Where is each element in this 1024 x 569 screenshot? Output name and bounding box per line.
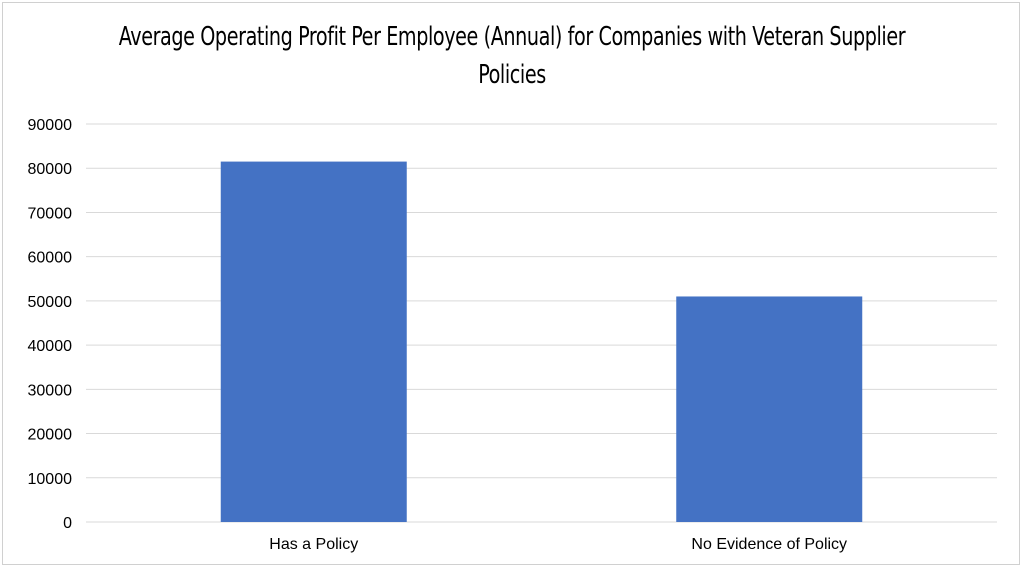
bar	[676, 296, 863, 522]
chart-title: Average Operating Profit Per Employee (A…	[92, 18, 932, 94]
y-tick-label: 60000	[28, 250, 73, 267]
bars	[220, 161, 863, 523]
x-category-label: Has a Policy	[269, 536, 358, 553]
y-tick-label: 90000	[28, 117, 73, 134]
y-tick-label: 10000	[28, 471, 73, 488]
y-tick-label: 50000	[28, 294, 73, 311]
y-tick-label: 20000	[28, 427, 73, 444]
y-tick-label: 30000	[28, 382, 73, 399]
x-axis-category-labels: Has a Policy No Evidence of Policy	[269, 536, 847, 553]
y-tick-label: 80000	[28, 161, 73, 178]
bar	[220, 161, 407, 523]
y-tick-label: 70000	[28, 205, 73, 222]
x-category-label: No Evidence of Policy	[691, 536, 847, 553]
chart-title-text: Average Operating Profit Per Employee (A…	[118, 22, 906, 90]
y-tick-label: 0	[63, 515, 72, 532]
y-axis-tick-labels: 0 10000 20000 30000 40000 50000 60000 70000 8000…	[28, 117, 73, 532]
y-tick-label: 40000	[28, 338, 73, 355]
